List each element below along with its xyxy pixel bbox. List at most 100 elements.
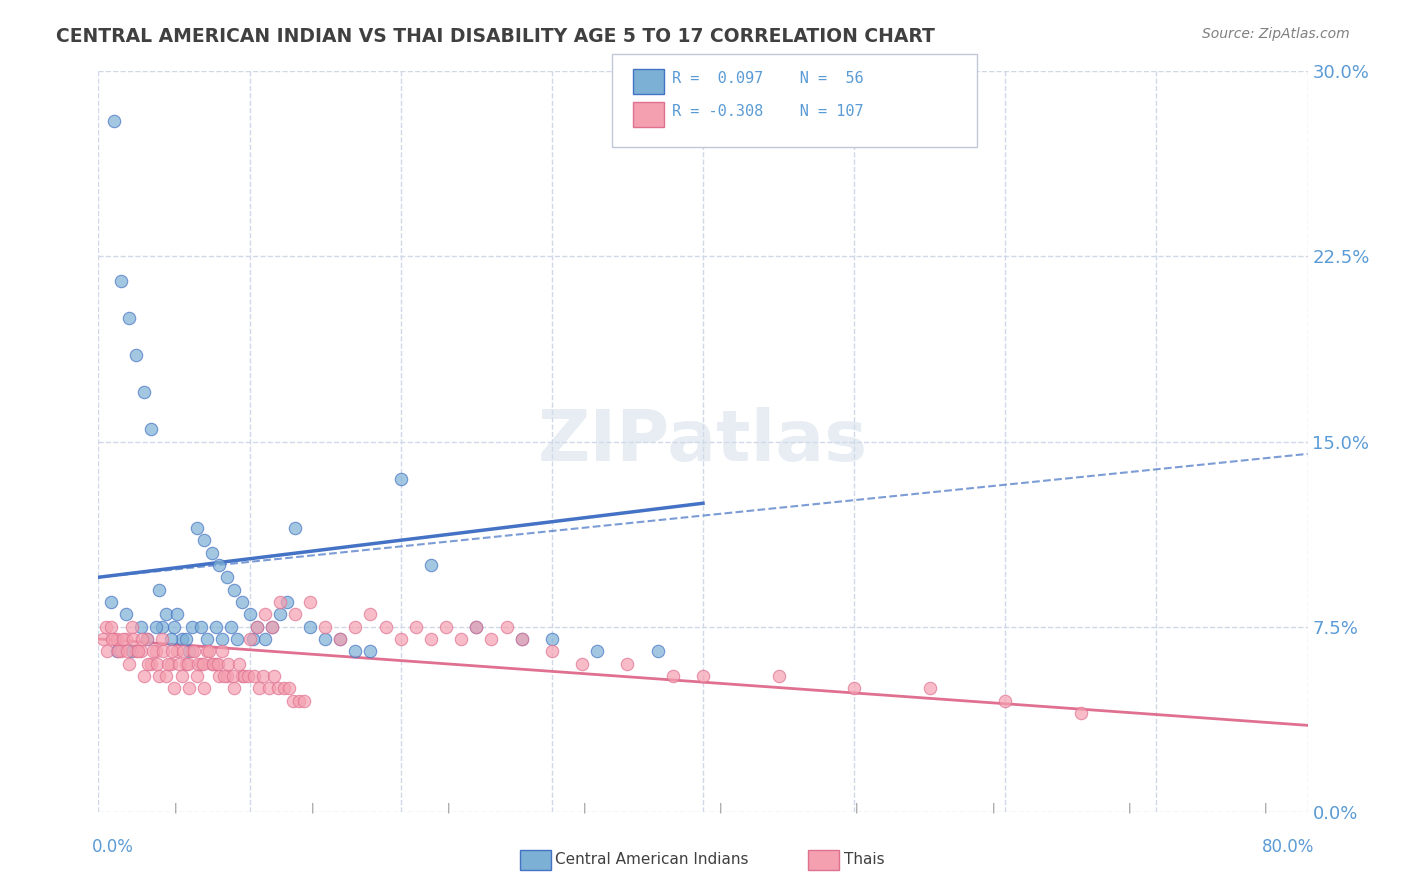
Point bbox=[201, 545, 224, 560]
Point bbox=[374, 619, 396, 633]
Point bbox=[202, 657, 225, 671]
Point bbox=[571, 657, 593, 671]
Point bbox=[276, 595, 298, 609]
Text: Thais: Thais bbox=[844, 853, 884, 867]
Point bbox=[661, 669, 683, 683]
Point bbox=[160, 632, 183, 646]
Text: |: | bbox=[991, 803, 995, 814]
Point bbox=[145, 619, 167, 633]
Point bbox=[129, 619, 152, 633]
Point bbox=[207, 657, 229, 671]
Point bbox=[314, 619, 336, 633]
Text: |: | bbox=[582, 803, 586, 814]
Text: 80.0%: 80.0% bbox=[1263, 838, 1315, 856]
Point bbox=[195, 644, 218, 658]
Point bbox=[174, 657, 197, 671]
Point bbox=[222, 669, 245, 683]
Point bbox=[155, 607, 177, 622]
Point bbox=[228, 657, 250, 671]
Point bbox=[205, 619, 228, 633]
Point bbox=[125, 644, 148, 658]
Point bbox=[217, 657, 239, 671]
Point bbox=[253, 632, 276, 646]
Point bbox=[156, 657, 179, 671]
Point bbox=[586, 644, 609, 658]
Point bbox=[314, 632, 336, 646]
Point bbox=[224, 681, 246, 696]
Point bbox=[132, 669, 155, 683]
Point bbox=[110, 274, 132, 288]
Point bbox=[465, 619, 488, 633]
Point bbox=[96, 644, 118, 658]
Point bbox=[284, 521, 307, 535]
Point bbox=[195, 632, 218, 646]
Point bbox=[146, 657, 169, 671]
Point bbox=[540, 632, 562, 646]
Point bbox=[232, 669, 254, 683]
Point bbox=[170, 669, 193, 683]
Point bbox=[127, 644, 149, 658]
Point bbox=[136, 657, 159, 671]
Point bbox=[148, 669, 170, 683]
Point bbox=[190, 657, 212, 671]
Point bbox=[135, 632, 157, 646]
Point bbox=[344, 619, 367, 633]
Point bbox=[152, 644, 174, 658]
Point bbox=[647, 644, 669, 658]
Point bbox=[150, 619, 173, 633]
Point bbox=[616, 657, 638, 671]
Point bbox=[284, 607, 307, 622]
Point bbox=[239, 607, 262, 622]
Point bbox=[114, 632, 136, 646]
Point bbox=[242, 632, 264, 646]
Text: ZIPatlas: ZIPatlas bbox=[538, 407, 868, 476]
Point bbox=[263, 669, 285, 683]
Point bbox=[247, 681, 270, 696]
Point bbox=[160, 657, 183, 671]
Point bbox=[201, 657, 224, 671]
Point bbox=[101, 632, 124, 646]
Point bbox=[918, 681, 941, 696]
Point bbox=[434, 619, 457, 633]
Point bbox=[224, 582, 246, 597]
Point bbox=[215, 570, 238, 584]
Point bbox=[181, 644, 204, 658]
Point bbox=[208, 669, 231, 683]
Point bbox=[844, 681, 866, 696]
Point bbox=[100, 595, 122, 609]
Point bbox=[257, 681, 280, 696]
Point bbox=[212, 669, 235, 683]
Point bbox=[253, 607, 276, 622]
Point bbox=[389, 632, 412, 646]
Point bbox=[129, 644, 152, 658]
Point bbox=[1070, 706, 1092, 720]
Point bbox=[692, 669, 714, 683]
Point bbox=[405, 619, 427, 633]
Point bbox=[329, 632, 352, 646]
Point bbox=[226, 632, 249, 646]
Point bbox=[236, 669, 259, 683]
Point bbox=[107, 644, 129, 658]
Point bbox=[179, 681, 201, 696]
Point bbox=[186, 669, 208, 683]
Point bbox=[510, 632, 533, 646]
Point bbox=[166, 607, 188, 622]
Point bbox=[215, 669, 238, 683]
Point bbox=[105, 644, 128, 658]
Point bbox=[299, 595, 322, 609]
Point bbox=[163, 681, 186, 696]
Text: R =  0.097    N =  56: R = 0.097 N = 56 bbox=[672, 71, 863, 86]
Point bbox=[292, 694, 315, 708]
Point bbox=[540, 644, 562, 658]
Point bbox=[246, 619, 269, 633]
Point bbox=[208, 558, 231, 572]
Point bbox=[190, 619, 212, 633]
Point bbox=[481, 632, 503, 646]
Point bbox=[174, 632, 197, 646]
Point bbox=[100, 619, 122, 633]
Text: Source: ZipAtlas.com: Source: ZipAtlas.com bbox=[1202, 27, 1350, 41]
Text: Central American Indians: Central American Indians bbox=[555, 853, 749, 867]
Point bbox=[150, 632, 173, 646]
Point bbox=[162, 644, 184, 658]
Point bbox=[142, 644, 165, 658]
